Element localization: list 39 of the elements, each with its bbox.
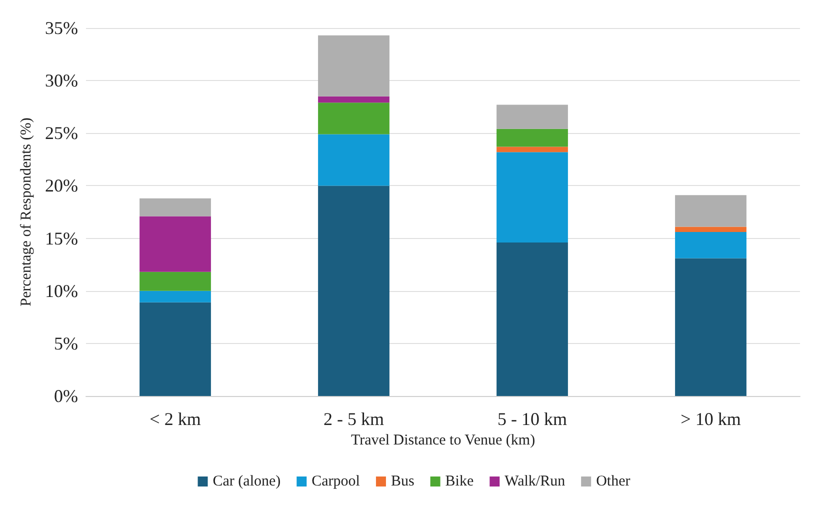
y-tick-label: 25% [45, 123, 78, 144]
legend-label: Bike [445, 474, 474, 490]
y-tick-label: 0% [54, 386, 78, 406]
bar [675, 258, 746, 396]
y-tick-label: 5% [54, 333, 78, 354]
bar [318, 134, 390, 186]
bar [318, 96, 390, 103]
legend-label: Car (alone) [212, 474, 281, 490]
x-tick-label: > 10 km [680, 409, 741, 429]
bar [318, 186, 390, 396]
y-axis-title: Percentage of Respondents (%) [18, 118, 35, 306]
legend-label: Walk/Run [504, 474, 566, 490]
bar [140, 290, 211, 302]
y-tick-label: 30% [45, 70, 78, 91]
bar [140, 272, 211, 291]
x-axis-title: Travel Distance to Venue (km) [350, 432, 536, 448]
y-tick-label: 15% [45, 228, 78, 248]
bar [496, 242, 568, 396]
bar [496, 104, 568, 129]
bar [675, 195, 746, 227]
y-tick-label: 20% [45, 176, 78, 196]
bar [318, 102, 390, 134]
legend-label: Carpool [312, 474, 360, 490]
bar [318, 35, 390, 96]
bar [496, 146, 568, 152]
bar [496, 128, 568, 147]
bar [140, 302, 211, 396]
bar [140, 198, 211, 216]
x-tick-label: 2 - 5 km [324, 409, 384, 429]
bar [675, 226, 746, 232]
x-tick-label: 5 - 10 km [498, 409, 567, 429]
x-tick-label: < 2 km [150, 409, 201, 429]
bar [140, 216, 211, 272]
y-tick-label: 35% [45, 18, 78, 38]
y-tick-label: 10% [45, 280, 78, 301]
bar [496, 152, 568, 242]
legend-label: Other [596, 474, 630, 490]
legend-label: Bus [390, 474, 414, 490]
bar [675, 232, 746, 258]
